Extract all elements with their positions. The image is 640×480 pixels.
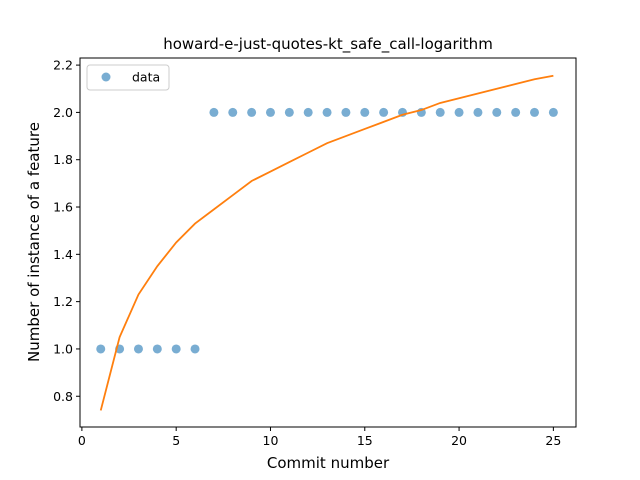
x-tick-label: 10	[263, 433, 279, 448]
data-point	[473, 107, 483, 117]
data-point	[133, 344, 143, 354]
y-tick-label: 2.0	[53, 105, 73, 120]
x-tick-label: 0	[78, 433, 86, 448]
y-axis: 0.8 1.0 1.2 1.4 1.6 1.8 2.0 2.2	[53, 58, 80, 404]
data-point	[247, 107, 257, 117]
data-point	[492, 107, 502, 117]
data-point	[96, 344, 106, 354]
x-axis: 0 5 10 15 20 25	[78, 427, 561, 448]
y-axis-label: Number of instance of a feature	[25, 122, 43, 362]
y-tick-label: 1.6	[53, 200, 73, 215]
data-point	[530, 107, 540, 117]
legend: data	[86, 64, 170, 91]
legend-label: data	[132, 70, 160, 85]
y-tick-label: 0.8	[53, 389, 73, 404]
legend-marker	[101, 72, 111, 82]
y-tick-label: 1.2	[53, 294, 73, 309]
x-tick-label: 25	[545, 433, 561, 448]
data-point	[190, 344, 200, 354]
plot-area	[96, 74, 558, 411]
y-tick-label: 2.2	[53, 58, 73, 73]
data-point	[548, 107, 558, 117]
legend-frame	[86, 64, 170, 91]
data-point	[454, 107, 464, 117]
data-point	[209, 107, 219, 117]
x-tick-label: 20	[451, 433, 467, 448]
data-point	[322, 107, 332, 117]
fit-line	[99, 74, 554, 411]
data-point	[284, 107, 294, 117]
y-tick-label: 1.0	[53, 341, 73, 356]
chart-title: howard-e-just-quotes-kt_safe_call-logari…	[163, 35, 493, 54]
x-tick-label: 5	[172, 433, 180, 448]
data-point	[511, 107, 521, 117]
data-point	[303, 107, 313, 117]
data-point	[435, 107, 445, 117]
y-tick-label: 1.4	[53, 247, 73, 262]
x-tick-label: 15	[357, 433, 373, 448]
data-point	[360, 107, 370, 117]
y-tick-label: 1.8	[53, 152, 73, 167]
data-point	[341, 107, 351, 117]
data-point	[228, 107, 238, 117]
axes-frame	[79, 57, 577, 428]
data-point	[265, 107, 275, 117]
data-point	[152, 344, 162, 354]
x-axis-label: Commit number	[267, 454, 390, 472]
data-point	[171, 344, 181, 354]
data-point	[379, 107, 389, 117]
